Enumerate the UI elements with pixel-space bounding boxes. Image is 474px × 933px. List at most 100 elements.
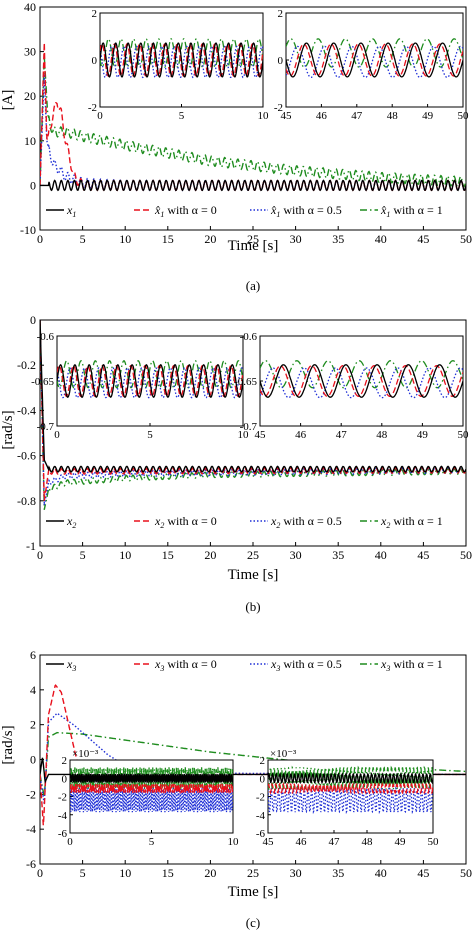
inset-y-tick-label: 2 <box>92 8 98 20</box>
legend-label: x̂1 with α = 0.5 <box>270 203 342 219</box>
x-tick-label: 45 <box>417 548 429 562</box>
x-tick-label: 40 <box>375 548 387 562</box>
inset-series-x <box>70 772 233 784</box>
panel-c-caption: (c) <box>246 915 260 930</box>
inset-series-alpha05 <box>286 45 463 79</box>
panel-c-xlabel: Time [s] <box>228 884 279 900</box>
inset-series-alpha0 <box>57 364 243 398</box>
y-tick-label: -10 <box>20 223 36 237</box>
inset-y-tick-label: -2 <box>256 792 265 804</box>
inset-series-x <box>268 772 433 785</box>
panel-c-ylabel: [rad/s] <box>0 725 16 764</box>
inset-x-tick-label: 45 <box>263 836 275 848</box>
inset-y-tick-label: -0.6 <box>37 331 55 343</box>
legend-label: x3 <box>66 657 76 673</box>
x-tick-label: 30 <box>290 232 302 246</box>
inset-series-x <box>100 42 263 78</box>
inset-y-tick-label: -6 <box>256 828 266 840</box>
y-tick-label: 30 <box>24 45 36 59</box>
inset-y-tick-label: -0.6 <box>240 331 258 343</box>
y-tick-label: 4 <box>30 683 36 697</box>
inset-series-x <box>286 42 463 78</box>
inset-series-alpha1 <box>57 360 243 389</box>
inset-exponent: ×10⁻³ <box>270 748 297 760</box>
x-tick-label: 20 <box>204 866 216 880</box>
inset-y-tick-label: -6 <box>58 828 68 840</box>
series-line-alpha1 <box>40 320 466 510</box>
inset-x-tick-label: 48 <box>387 110 399 122</box>
inset-x-tick-label: 47 <box>336 429 348 441</box>
inset-x-tick-label: 46 <box>316 110 328 122</box>
y-tick-label: -6 <box>26 857 36 871</box>
y-tick-label: -2 <box>26 787 36 801</box>
inset-x-tick-label: 50 <box>458 429 470 441</box>
inset-x-tick-label: 48 <box>376 429 388 441</box>
inset-exponent: ×10⁻³ <box>72 748 99 760</box>
inset-y-tick-label: 0 <box>278 55 284 67</box>
inset-frame <box>259 335 464 427</box>
x-tick-label: 30 <box>290 548 302 562</box>
series-line-alpha1 <box>40 731 466 797</box>
x-tick-label: 35 <box>332 866 344 880</box>
inset-y-tick-label: -2 <box>58 792 67 804</box>
y-tick-label: 0 <box>30 753 36 767</box>
inset-1: 0 5 10-202 <box>88 8 269 122</box>
x-tick-label: 30 <box>290 866 302 880</box>
inset-x-tick-label: 45 <box>281 110 293 122</box>
x-tick-label: 15 <box>162 866 174 880</box>
inset-y-tick-label: -0.7 <box>240 421 258 433</box>
y-tick-label: -4 <box>26 822 36 836</box>
inset-y-tick-label: -0.65 <box>31 376 54 388</box>
x-tick-label: 10 <box>119 866 131 880</box>
inset-series-alpha05 <box>57 367 243 399</box>
inset-y-tick-label: -4 <box>58 810 68 822</box>
inset-x-tick-label: 48 <box>362 836 374 848</box>
y-tick-label: -0.4 <box>17 403 36 417</box>
legend-label: x3 with α = 0.5 <box>270 657 342 673</box>
x-tick-label: 25 <box>247 866 259 880</box>
inset-x-tick-label: 46 <box>296 836 308 848</box>
inset-series-alpha0 <box>268 782 433 795</box>
x-tick-label: 10 <box>119 548 131 562</box>
inset-y-tick-label: 0 <box>260 773 266 785</box>
x-tick-label: 40 <box>375 232 387 246</box>
inset-x-tick-label: 5 <box>179 110 185 122</box>
inset-2: 45 46 47 48 49 50 -2 0 2 <box>274 8 469 122</box>
legend-label: x3 with α = 0 <box>154 657 217 673</box>
legend-label: x2 with α = 1 <box>380 514 443 530</box>
inset-y-tick-label: -2 <box>88 102 97 114</box>
inset-y-tick-label: 2 <box>62 755 68 767</box>
y-tick-label: 0 <box>30 313 36 327</box>
inset-x-tick-label: 46 <box>295 429 307 441</box>
inset-series-alpha0 <box>70 782 233 795</box>
x-tick-label: 25 <box>247 548 259 562</box>
panel-a-ylabel: [A] <box>0 90 16 111</box>
y-tick-label: 6 <box>30 648 36 662</box>
inset-x-tick-label: 47 <box>329 836 341 848</box>
y-tick-label: -0.2 <box>17 358 36 372</box>
inset-series-x <box>260 364 463 398</box>
legend-label: x3 with α = 1 <box>380 657 443 673</box>
inset-x-tick-label: 49 <box>417 429 429 441</box>
x-tick-label: 35 <box>332 232 344 246</box>
y-tick-label: 20 <box>24 89 36 103</box>
x-tick-label: 0 <box>37 866 43 880</box>
inset-2: 45 46 47 48 49 50 -0.7 -0.65 -0.6 <box>234 331 469 441</box>
legend-label: x2 with α = 0 <box>154 514 217 530</box>
y-tick-label: 10 <box>24 134 36 148</box>
inset-series-alpha0 <box>286 43 463 77</box>
panel-a-xlabel: Time [s] <box>228 238 279 254</box>
series-line-alpha1 <box>40 56 466 188</box>
inset-x-tick-label: 50 <box>458 110 470 122</box>
panel-a-caption: (a) <box>246 278 260 293</box>
inset-y-tick-label: 0 <box>62 773 68 785</box>
x-tick-label: 20 <box>204 548 216 562</box>
inset-1: 0 5 10 -0.7 -0.65 -0.6 <box>31 331 249 441</box>
x-tick-label: 15 <box>162 548 174 562</box>
legend-label: x1 <box>66 203 76 219</box>
y-tick-label: -0.8 <box>17 494 36 508</box>
inset-series-alpha1 <box>286 38 463 68</box>
